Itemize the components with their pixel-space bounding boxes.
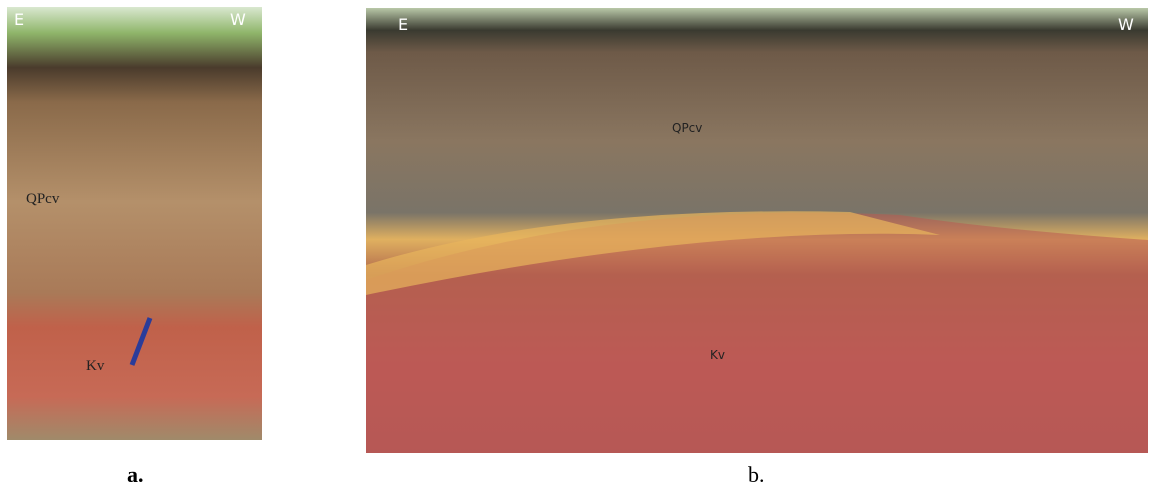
label-w: W bbox=[230, 10, 246, 29]
label-unit: QPcv bbox=[26, 191, 60, 207]
photo-a bbox=[7, 7, 262, 440]
label-e: E bbox=[398, 15, 408, 34]
label-w: W bbox=[1118, 15, 1134, 34]
label-unit: Kv bbox=[86, 358, 105, 374]
label-unit: Kv bbox=[710, 348, 725, 362]
caption: b. bbox=[748, 462, 765, 487]
figure: E W QPcv Kv a. E W QPcv Kv b. bbox=[0, 0, 1151, 489]
caption: a. bbox=[127, 462, 144, 487]
label-e: E bbox=[14, 10, 24, 29]
label-unit: QPcv bbox=[672, 121, 702, 135]
